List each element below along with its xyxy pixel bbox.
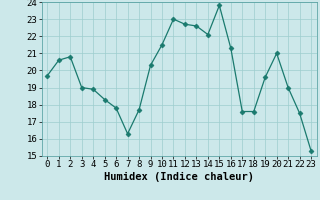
X-axis label: Humidex (Indice chaleur): Humidex (Indice chaleur) xyxy=(104,172,254,182)
